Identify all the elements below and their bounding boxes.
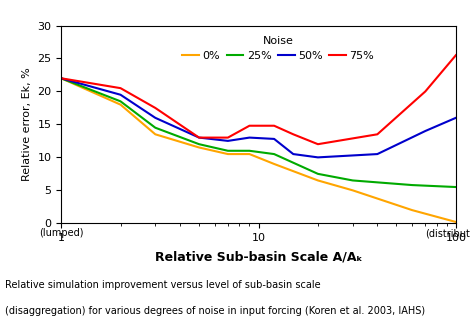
- 50%: [375, 152, 380, 156]
- 75%: [290, 132, 296, 136]
- Line: 50%: 50%: [61, 78, 456, 157]
- 75%: [247, 124, 252, 128]
- Line: 25%: 25%: [61, 78, 456, 187]
- 0%: [315, 179, 321, 182]
- 25%: [409, 183, 415, 187]
- Text: (disaggregation) for various degrees of noise in input forcing (Koren et al. 200: (disaggregation) for various degrees of …: [5, 306, 425, 316]
- Y-axis label: Relative error, Ek, %: Relative error, Ek, %: [22, 68, 31, 181]
- 0%: [247, 152, 252, 156]
- 50%: [290, 152, 296, 156]
- 25%: [118, 100, 123, 103]
- Text: Relative simulation improvement versus level of sub-basin scale: Relative simulation improvement versus l…: [5, 280, 321, 290]
- 50%: [58, 76, 64, 80]
- 0%: [196, 145, 202, 149]
- Legend: 0%, 25%, 50%, 75%: 0%, 25%, 50%, 75%: [178, 31, 378, 65]
- 50%: [152, 116, 158, 120]
- 50%: [423, 129, 428, 133]
- 50%: [453, 116, 459, 120]
- Line: 0%: 0%: [61, 78, 456, 222]
- 25%: [58, 76, 64, 80]
- Text: (distributed): (distributed): [425, 228, 470, 238]
- 75%: [423, 90, 428, 93]
- 50%: [118, 93, 123, 97]
- 25%: [315, 172, 321, 176]
- 0%: [118, 103, 123, 107]
- 25%: [196, 142, 202, 146]
- 25%: [225, 149, 231, 153]
- 50%: [315, 155, 321, 159]
- 0%: [350, 189, 355, 192]
- 75%: [315, 142, 321, 146]
- 75%: [375, 132, 380, 136]
- 0%: [225, 152, 231, 156]
- Text: (lumped): (lumped): [39, 228, 83, 238]
- 25%: [350, 179, 355, 182]
- 25%: [247, 149, 252, 153]
- 0%: [453, 220, 459, 224]
- 25%: [453, 185, 459, 189]
- 0%: [152, 132, 158, 136]
- 50%: [247, 136, 252, 139]
- 75%: [58, 76, 64, 80]
- 0%: [58, 76, 64, 80]
- 75%: [225, 136, 231, 139]
- 25%: [271, 152, 277, 156]
- 75%: [453, 53, 459, 57]
- 50%: [196, 136, 202, 139]
- 50%: [225, 139, 231, 143]
- 75%: [152, 106, 158, 110]
- 25%: [152, 126, 158, 130]
- 75%: [196, 136, 202, 139]
- 75%: [271, 124, 277, 128]
- Line: 75%: 75%: [61, 55, 456, 144]
- 0%: [409, 208, 415, 212]
- 50%: [271, 137, 277, 141]
- 0%: [271, 162, 277, 166]
- 75%: [118, 86, 123, 90]
- Text: Relative Sub-basin Scale A/Aₖ: Relative Sub-basin Scale A/Aₖ: [155, 250, 362, 263]
